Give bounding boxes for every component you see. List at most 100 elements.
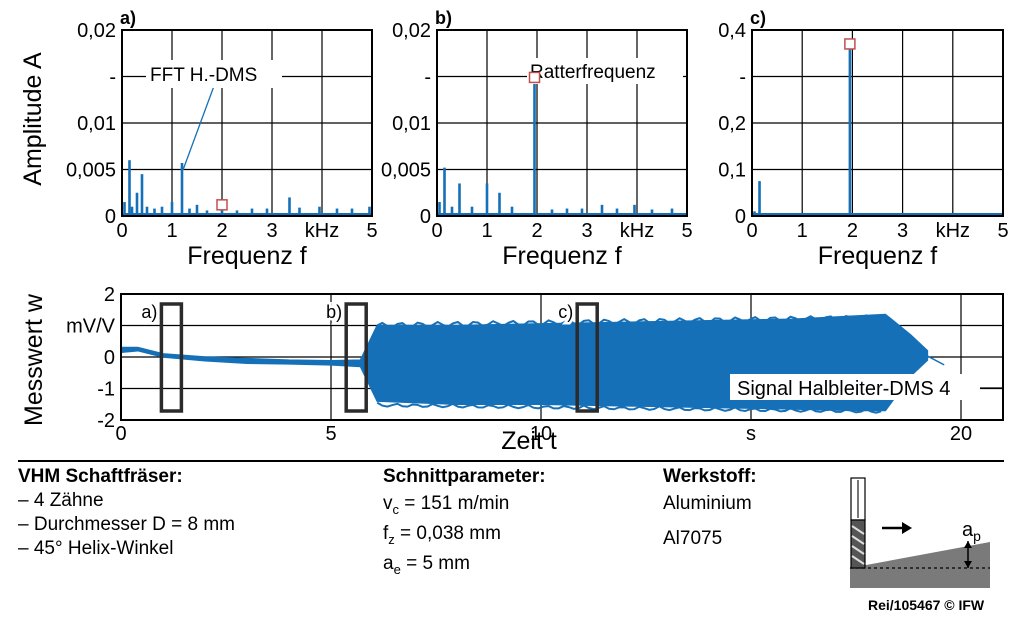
signal-upper-edge bbox=[376, 314, 882, 329]
y-tick-label: mV/V bbox=[66, 316, 116, 338]
window-label: c) bbox=[558, 302, 573, 322]
param-ae-symbol: a bbox=[383, 553, 394, 574]
x-axis-label: Frequenz f bbox=[502, 242, 622, 270]
x-tick-label: 5 bbox=[325, 423, 336, 445]
y-tick-label: 0 bbox=[735, 206, 746, 228]
y-tick-label: 0,1 bbox=[718, 160, 746, 182]
spectrum-bar bbox=[170, 202, 174, 216]
spectrum-bar bbox=[565, 208, 569, 216]
spectrum-bar bbox=[600, 204, 604, 216]
spectrum-bar bbox=[160, 206, 164, 216]
spectrum-bar bbox=[123, 202, 126, 216]
fft-panel-b: 0 0,005 0,01 - 0,02 0 1 2 3 kHz 5 b) Frequenz f Ratte… bbox=[381, 8, 693, 270]
spectrum-bar bbox=[288, 197, 291, 216]
y-tick-label: 2 bbox=[104, 284, 115, 306]
spectrum-bar bbox=[485, 183, 489, 216]
material-name: Aluminium bbox=[663, 493, 752, 514]
param-fz-subscript: z bbox=[388, 531, 395, 547]
x-tick-label: 5 bbox=[366, 220, 377, 242]
spectrum-bar bbox=[205, 210, 209, 216]
peak-marker bbox=[216, 199, 228, 211]
plot-frame bbox=[751, 29, 1004, 217]
ap-label: ap bbox=[962, 519, 981, 544]
legend-label: Signal Halbleiter-DMS 4 bbox=[737, 378, 950, 400]
y-tick-label: -1 bbox=[97, 379, 115, 401]
spectrum-bar bbox=[443, 167, 446, 216]
signal-tail bbox=[922, 353, 945, 366]
spectrum-bar bbox=[180, 162, 184, 216]
plot-frame bbox=[120, 293, 1004, 421]
param-ae: ae = 5 mm bbox=[383, 553, 470, 577]
annotation-label: FFT H.-DMS bbox=[150, 65, 257, 86]
y-tick-label: 0,2 bbox=[718, 113, 746, 135]
spectrum-bar bbox=[145, 206, 149, 216]
x-tick-label: 3 bbox=[897, 220, 908, 242]
annotation-leader bbox=[182, 85, 215, 171]
param-vc-value: = 151 m/min bbox=[399, 493, 510, 514]
x-tick-label: 0 bbox=[746, 220, 757, 242]
spectrum-bar bbox=[580, 208, 584, 216]
spectrum-bar bbox=[775, 213, 779, 216]
y-tick-label: - bbox=[739, 67, 746, 89]
y-tick-label: 0,4 bbox=[718, 20, 746, 42]
x-tick-label: 1 bbox=[481, 220, 492, 242]
spectrum-bar bbox=[470, 206, 474, 216]
x-tick-label: 5 bbox=[681, 220, 692, 242]
spectrum-bar bbox=[140, 174, 144, 216]
spectrum-bar bbox=[195, 204, 199, 216]
x-axis-label: Frequenz f bbox=[818, 242, 938, 270]
spectrum-bar bbox=[153, 208, 156, 216]
window-label: a) bbox=[141, 302, 157, 322]
param-ae-subscript: e bbox=[393, 561, 401, 577]
tool-helix bbox=[851, 525, 865, 565]
analysis-window bbox=[159, 302, 184, 413]
param-fz-value: = 0,038 mm bbox=[394, 523, 501, 544]
x-tick-label: 2 bbox=[216, 220, 227, 242]
panel-label: c) bbox=[750, 8, 766, 28]
spectrum-bar bbox=[188, 208, 191, 216]
plot-frame bbox=[436, 29, 688, 217]
ap-arrow-top bbox=[964, 541, 972, 548]
x-tick-label: 10 bbox=[530, 423, 552, 445]
fft-panel-c: 0 0,1 0,2 - 0,4 0 1 2 3 kHz 5 c) Frequenz f bbox=[718, 8, 1008, 270]
x-tick-label: 1 bbox=[797, 220, 808, 242]
analysis-window bbox=[575, 302, 599, 413]
x-tick-label: 3 bbox=[266, 220, 277, 242]
signal-lower-edge bbox=[376, 401, 882, 414]
y-tick-label: - bbox=[424, 67, 431, 89]
spectrum-bar bbox=[633, 204, 636, 216]
spectrum-bar bbox=[848, 41, 852, 216]
spectrum-bar bbox=[135, 192, 139, 216]
feed-arrow-head bbox=[902, 522, 912, 534]
spectrum-bar bbox=[510, 206, 514, 216]
workpiece-wedge bbox=[850, 542, 990, 588]
tool-item-diameter: – Durchmesser D = 8 mm bbox=[18, 514, 235, 535]
material-grade: Al7075 bbox=[663, 528, 723, 549]
cutting-sketch: ap bbox=[850, 477, 990, 588]
spectrum-bar bbox=[235, 210, 239, 216]
analysis-window bbox=[344, 302, 368, 413]
spectrum-bar bbox=[438, 202, 441, 216]
fft-panel-a: 0 0,005 0,01 - 0,02 0 1 2 3 kHz 5 a) Frequenz f FFT H… bbox=[19, 8, 378, 270]
spectrum-bar bbox=[650, 209, 654, 216]
param-vc: vc = 151 m/min bbox=[383, 493, 509, 517]
spectrum-noise-floor bbox=[437, 213, 687, 216]
spectrum-bar bbox=[753, 211, 756, 216]
x-tick-label: 20 bbox=[950, 423, 972, 445]
tool-heading: VHM Schaftfräser: bbox=[18, 466, 183, 487]
x-tick-label: 5 bbox=[997, 220, 1008, 242]
ap-arrow-bottom bbox=[964, 561, 972, 568]
spectrum-bar bbox=[368, 206, 371, 216]
y-axis-label: Messwert w bbox=[20, 293, 48, 426]
y-axis-label: Amplitude A bbox=[19, 52, 47, 186]
tool-item-teeth: – 4 Zähne bbox=[18, 490, 104, 511]
material-heading: Werkstoff: bbox=[663, 466, 757, 487]
spectrum-bar bbox=[458, 183, 461, 216]
x-axis-label: Frequenz f bbox=[187, 242, 307, 270]
legend-background bbox=[730, 374, 980, 400]
spectrum-bar bbox=[615, 208, 619, 216]
spectrum-bar bbox=[220, 208, 224, 216]
spectrum-bar bbox=[350, 208, 354, 216]
spectrum-bar bbox=[758, 181, 761, 216]
param-ae-value: = 5 mm bbox=[400, 553, 470, 574]
